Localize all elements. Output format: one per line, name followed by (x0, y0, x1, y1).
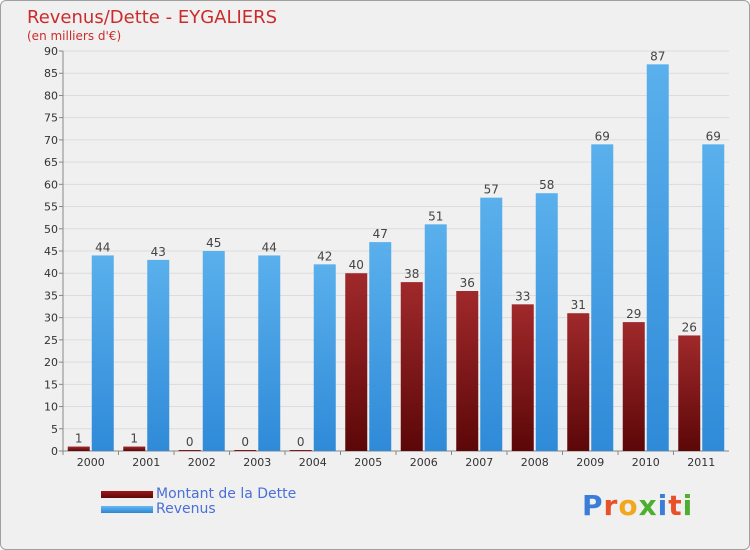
x-tick-label: 2011 (687, 456, 715, 469)
logo-letter: t (668, 489, 683, 522)
data-label-dette: 0 (297, 435, 305, 449)
bar-revenus (369, 242, 392, 451)
data-label-revenus: 47 (373, 227, 388, 241)
logo-letter: i (682, 489, 694, 522)
y-tick-label: 45 (44, 245, 58, 258)
data-label-dette: 36 (460, 276, 475, 290)
legend-swatch-revenus (101, 506, 153, 513)
bar-dette (456, 291, 479, 451)
x-tick-label: 2008 (521, 456, 549, 469)
y-tick-label: 35 (44, 289, 58, 302)
y-tick-label: 20 (44, 356, 58, 369)
legend-label-dette: Montant de la Dette (156, 486, 297, 502)
y-tick-label: 90 (44, 45, 58, 58)
data-label-dette: 40 (349, 258, 364, 272)
chart-subtitle: (en milliers d'€) (27, 29, 122, 43)
data-label-revenus: 57 (484, 183, 499, 197)
y-tick-label: 60 (44, 178, 58, 191)
bar-revenus (202, 251, 225, 451)
y-tick-label: 15 (44, 378, 58, 391)
y-tick-label: 25 (44, 334, 58, 347)
bar-revenus (147, 259, 170, 451)
y-tick-label: 55 (44, 201, 58, 214)
x-tick-label: 2010 (632, 456, 660, 469)
bar-revenus (702, 144, 725, 452)
data-label-dette: 26 (682, 320, 697, 334)
data-label-dette: 1 (75, 432, 83, 446)
x-tick-label: 2009 (576, 456, 604, 469)
y-tick-label: 50 (44, 223, 58, 236)
bar-dette (234, 450, 257, 451)
y-tick-label: 70 (44, 134, 58, 147)
bar-dette (400, 282, 423, 451)
logo-letter: i (657, 489, 669, 522)
logo-letter: x (638, 489, 658, 522)
data-label-revenus: 43 (151, 245, 166, 259)
y-tick-label: 75 (44, 112, 58, 125)
data-label-revenus: 42 (317, 249, 332, 263)
bar-dette (678, 335, 701, 451)
x-tick-label: 2004 (299, 456, 327, 469)
data-label-revenus: 44 (262, 240, 277, 254)
data-label-dette: 0 (186, 435, 194, 449)
y-tick-label: 30 (44, 312, 58, 325)
logo-letter: o (618, 489, 639, 522)
data-label-dette: 31 (571, 298, 586, 312)
bar-revenus (591, 144, 614, 452)
legend-label-revenus: Revenus (156, 501, 216, 517)
y-tick-label: 40 (44, 267, 58, 280)
bar-dette (123, 446, 146, 451)
y-tick-label: 0 (51, 445, 58, 458)
bar-revenus (313, 264, 336, 451)
bar-dette (67, 446, 90, 451)
y-tick-label: 10 (44, 401, 58, 414)
x-tick-label: 2005 (354, 456, 382, 469)
bar-dette (567, 313, 590, 451)
x-tick-label: 2002 (188, 456, 216, 469)
data-label-dette: 38 (404, 267, 419, 281)
data-label-revenus: 45 (206, 236, 221, 250)
y-tick-label: 5 (51, 423, 58, 436)
x-tick-label: 2007 (465, 456, 493, 469)
legend-swatch-dette (101, 491, 153, 498)
data-label-revenus: 69 (706, 129, 721, 143)
bar-revenus (646, 64, 669, 452)
bar-dette (345, 273, 368, 451)
data-label-dette: 29 (626, 307, 641, 321)
y-tick-label: 65 (44, 156, 58, 169)
data-label-dette: 1 (130, 432, 138, 446)
data-label-revenus: 69 (595, 129, 610, 143)
bar-revenus (91, 255, 114, 451)
bar-revenus (258, 255, 281, 451)
data-label-revenus: 58 (539, 178, 554, 192)
logo-letter: r (603, 489, 619, 522)
x-tick-label: 2003 (243, 456, 271, 469)
data-label-dette: 33 (515, 289, 530, 303)
x-tick-label: 2001 (132, 456, 160, 469)
data-label-revenus: 44 (95, 240, 110, 254)
bar-revenus (535, 193, 558, 451)
bar-dette (289, 450, 312, 451)
data-label-revenus: 51 (428, 209, 443, 223)
bar-dette (622, 322, 645, 451)
chart-title: Revenus/Dette - EYGALIERS (27, 7, 278, 28)
bar-dette (178, 450, 201, 451)
x-tick-label: 2006 (410, 456, 438, 469)
y-tick-label: 80 (44, 89, 58, 102)
data-label-dette: 0 (241, 435, 249, 449)
data-label-revenus: 87 (650, 49, 665, 63)
y-tick-label: 85 (44, 67, 58, 80)
bar-dette (511, 304, 534, 451)
bar-revenus (424, 224, 447, 451)
x-tick-label: 2000 (77, 456, 105, 469)
bar-revenus (480, 197, 503, 451)
proxiti-logo: Proxiti (582, 489, 693, 522)
logo-letter: P (582, 489, 604, 522)
